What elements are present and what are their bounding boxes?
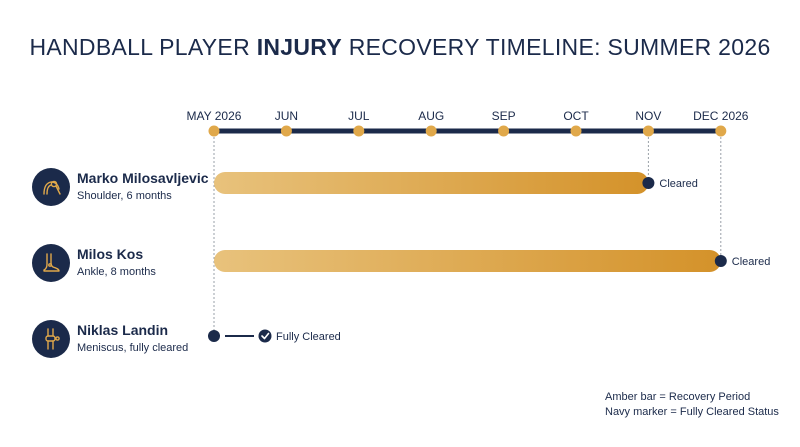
month-label: JUL [348, 109, 370, 123]
legend: Amber bar = Recovery Period Navy marker … [605, 390, 779, 420]
status-label: Cleared [659, 178, 698, 190]
timeline-guides [213, 137, 722, 336]
month-marker [715, 125, 727, 137]
month-label: JUN [275, 109, 298, 123]
player-injury: Meniscus, fully cleared [77, 342, 189, 354]
player-injury: Ankle, 8 months [77, 266, 156, 278]
check-icon [258, 329, 272, 343]
month-label: AUG [418, 109, 444, 123]
legend-recovery-period: Amber bar = Recovery Period [605, 391, 751, 403]
title-emphasis: INJURY [256, 34, 342, 60]
ankle-icon [32, 244, 70, 282]
shoulder-icon [32, 168, 70, 206]
month-marker [280, 125, 292, 137]
player-name: Milos Kos [77, 246, 144, 262]
month-marker [570, 125, 582, 137]
knee-icon [32, 320, 70, 358]
player-injury: Shoulder, 6 months [77, 190, 172, 202]
month-label: MAY 2026 [187, 109, 242, 123]
month-marker [425, 125, 437, 137]
cleared-marker [208, 330, 220, 342]
player-row-marko: Marko Milosavljevic Shoulder, 6 months [32, 168, 222, 208]
month-label: NOV [635, 109, 661, 123]
player-name: Marko Milosavljevic [77, 170, 209, 186]
month-marker [353, 125, 365, 137]
status-label: Cleared [732, 256, 771, 268]
title-suffix: RECOVERY TIMELINE: SUMMER 2026 [342, 34, 771, 60]
month-marker [498, 125, 510, 137]
player-row-niklas: Niklas Landin Meniscus, fully cleared [32, 320, 222, 360]
player-row-milos: Milos Kos Ankle, 8 months [32, 244, 222, 284]
month-marker [208, 125, 220, 137]
cleared-marker [642, 177, 655, 189]
month-label: OCT [563, 109, 589, 123]
recovery-bar [214, 250, 721, 272]
checkmark [261, 332, 270, 340]
month-label: DEC 2026 [693, 109, 749, 123]
month-label: SEP [492, 109, 516, 123]
recovery-bar [214, 172, 649, 194]
legend-cleared-status: Navy marker = Fully Cleared Status [605, 406, 779, 418]
timeline-axis: MAY 2026 JUN JUL AUG SEP OCT NOV DEC 2026 [187, 109, 749, 137]
status-label: Fully Cleared [276, 331, 341, 343]
title-prefix: HANDBALL PLAYER [29, 34, 257, 60]
player-name: Niklas Landin [77, 322, 169, 338]
recovery-bars: Cleared Cleared Fully Cleared [208, 172, 770, 343]
month-marker [642, 125, 654, 137]
chart-title: HANDBALL PLAYER INJURY RECOVERY TIMELINE… [0, 34, 800, 61]
cleared-marker [714, 255, 727, 267]
